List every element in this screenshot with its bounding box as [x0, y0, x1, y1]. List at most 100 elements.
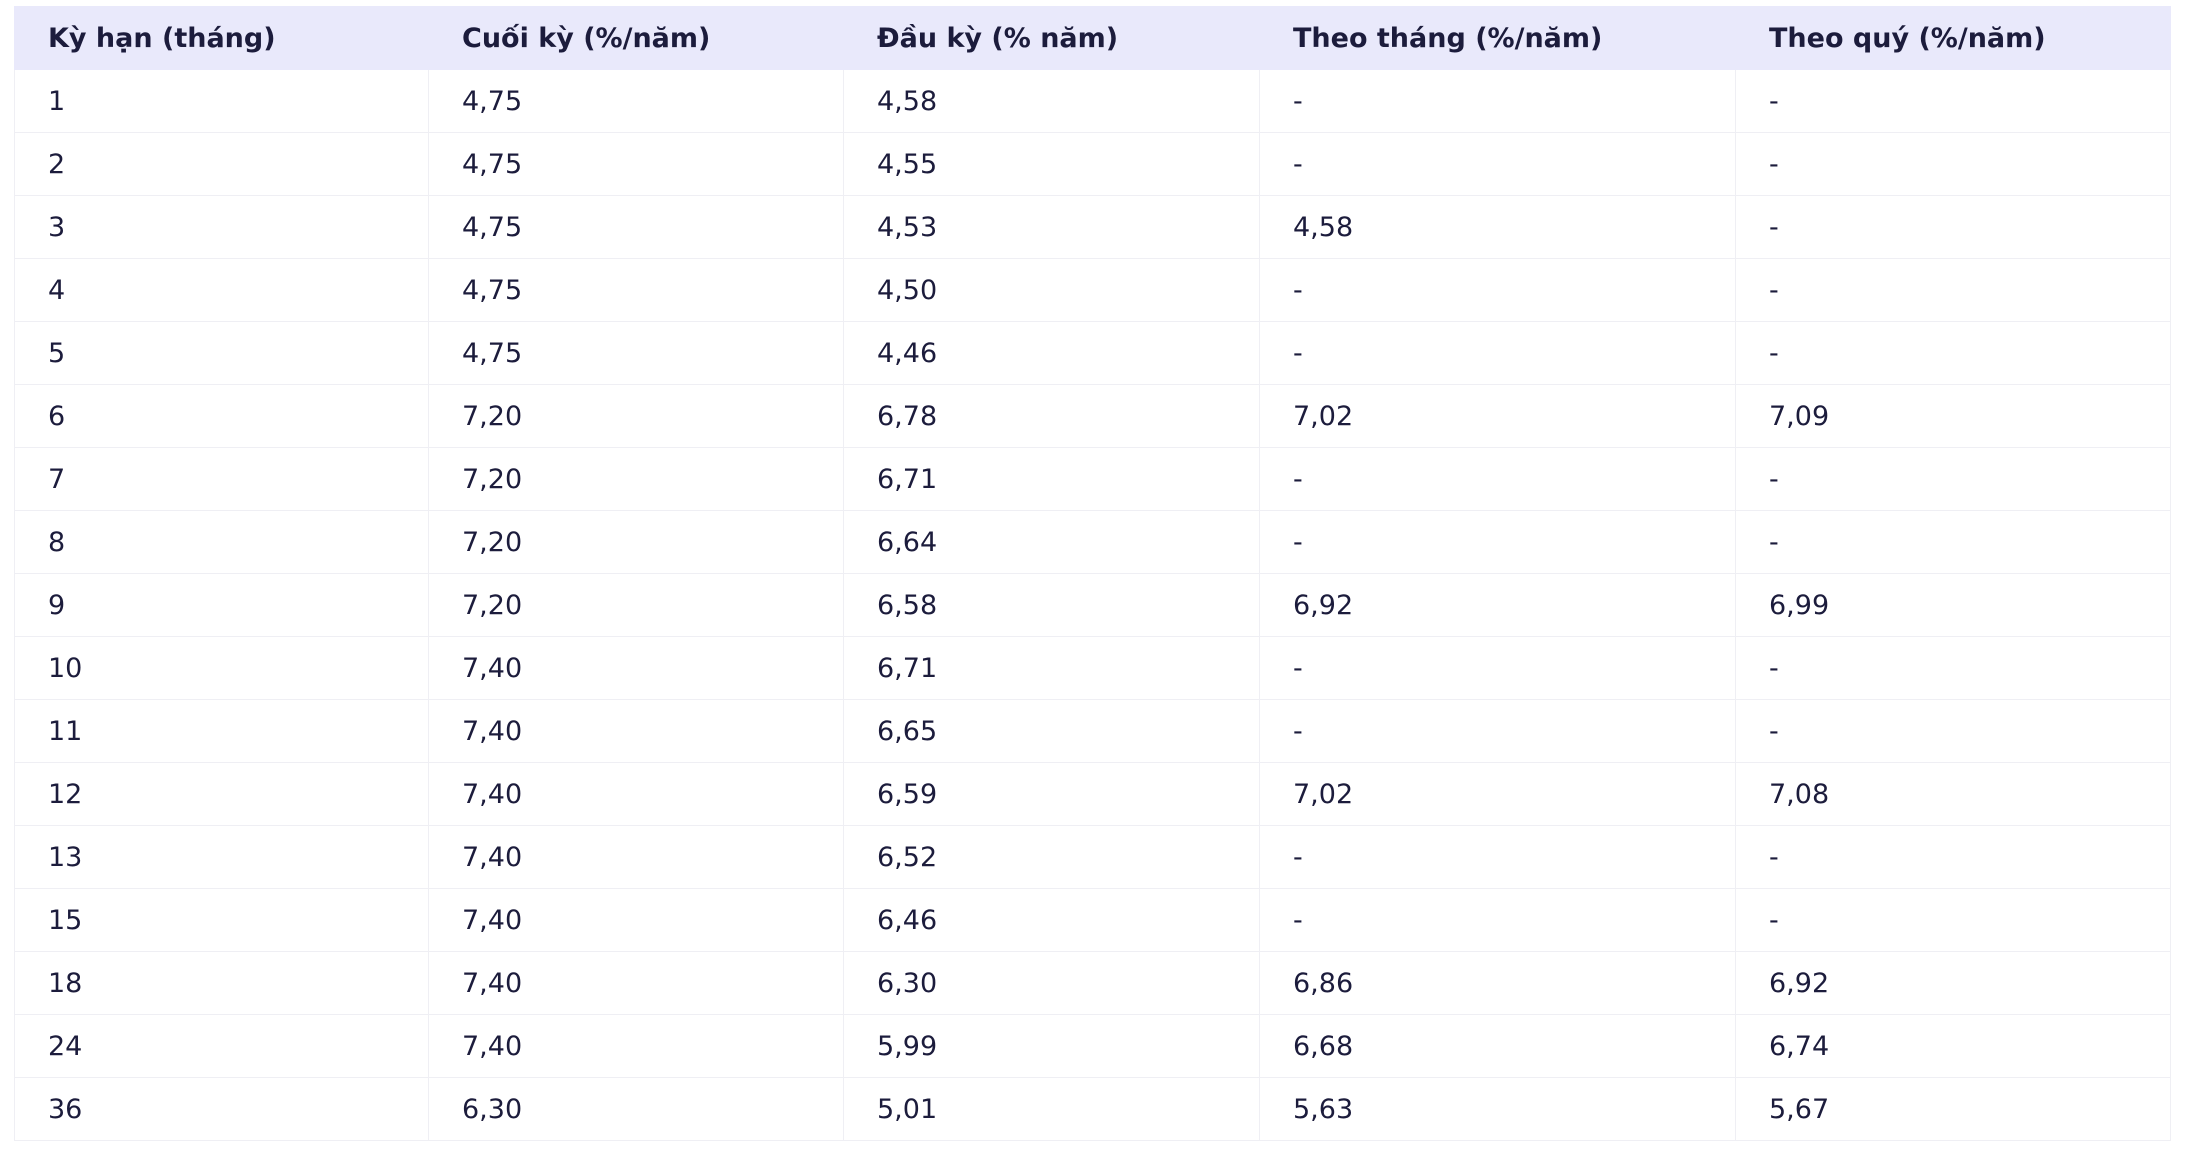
table-cell: 11 — [14, 699, 429, 763]
header-cell: Theo tháng (%/năm) — [1259, 6, 1736, 70]
table-row: 3 4,75 4,53 4,58- — [14, 195, 2171, 259]
table-cell: - — [1735, 447, 2171, 511]
table-row: 4 4,75 4,50- - — [14, 258, 2171, 322]
table-cell: - — [1259, 447, 1736, 511]
table-cell: 4,55 — [843, 132, 1260, 196]
table-cell: 6,30 — [843, 951, 1260, 1015]
table-cell: 6,59 — [843, 762, 1260, 826]
table-cell: 7,09 — [1735, 384, 2171, 448]
table-cell: 6,92 — [1259, 573, 1736, 637]
table-cell: 6 — [14, 384, 429, 448]
table-cell: - — [1735, 825, 2171, 889]
table-cell: 4 — [14, 258, 429, 322]
table-cell: 7,40 — [428, 951, 844, 1015]
table-row: 1 4,75 4,58- - — [14, 69, 2171, 133]
header-row: Kỳ hạn (tháng) Cuối kỳ (%/năm) Đầu kỳ (% n… — [14, 6, 2171, 70]
table-cell: 4,46 — [843, 321, 1260, 385]
table-row: 5 4,75 4,46- - — [14, 321, 2171, 385]
table-cell: 4,50 — [843, 258, 1260, 322]
table-cell: - — [1735, 195, 2171, 259]
table-cell: 4,53 — [843, 195, 1260, 259]
table-cell: 5,63 — [1259, 1077, 1736, 1141]
table-cell: 4,75 — [428, 69, 844, 133]
table-cell: 5,01 — [843, 1077, 1260, 1141]
table-cell: 24 — [14, 1014, 429, 1078]
table-cell: - — [1259, 636, 1736, 700]
table-row: 11 7,40 6,65- - — [14, 699, 2171, 763]
table-cell: 36 — [14, 1077, 429, 1141]
table-row: 18 7,40 6,30 6,86 6,92 — [14, 951, 2171, 1015]
table-cell: 6,58 — [843, 573, 1260, 637]
table-cell: 5,67 — [1735, 1077, 2171, 1141]
table-cell: 6,74 — [1735, 1014, 2171, 1078]
table-cell: 7,20 — [428, 510, 844, 574]
table-cell: - — [1259, 258, 1736, 322]
table-cell: 3 — [14, 195, 429, 259]
table-cell: 8 — [14, 510, 429, 574]
table-cell: 6,78 — [843, 384, 1260, 448]
table-cell: 5 — [14, 321, 429, 385]
table-cell: 6,99 — [1735, 573, 2171, 637]
table-cell: 18 — [14, 951, 429, 1015]
rate-table: Kỳ hạn (tháng) Cuối kỳ (%/năm) Đầu kỳ (% n… — [14, 6, 2171, 1141]
table-cell: - — [1735, 888, 2171, 952]
table-cell: 4,75 — [428, 132, 844, 196]
table-cell: 7,02 — [1259, 384, 1736, 448]
table-cell: 6,71 — [843, 447, 1260, 511]
table-cell: - — [1735, 699, 2171, 763]
table-cell: 10 — [14, 636, 429, 700]
table-cell: 7 — [14, 447, 429, 511]
table-row: 7 7,20 6,71- - — [14, 447, 2171, 511]
table-cell: 7,08 — [1735, 762, 2171, 826]
table-cell: 6,64 — [843, 510, 1260, 574]
table-row: 15 7,40 6,46- - — [14, 888, 2171, 952]
table-cell: 7,20 — [428, 573, 844, 637]
table-cell: 6,68 — [1259, 1014, 1736, 1078]
table-cell: 6,86 — [1259, 951, 1736, 1015]
table-cell: 6,65 — [843, 699, 1260, 763]
table-row: 12 7,40 6,59 7,02 7,08 — [14, 762, 2171, 826]
table-cell: - — [1735, 258, 2171, 322]
table-cell: 4,75 — [428, 258, 844, 322]
table-cell: - — [1735, 510, 2171, 574]
table-cell: 7,40 — [428, 762, 844, 826]
header-cell: Cuối kỳ (%/năm) — [428, 6, 844, 70]
table-cell: - — [1259, 825, 1736, 889]
table-row: 2 4,75 4,55- - — [14, 132, 2171, 196]
table-cell: - — [1735, 321, 2171, 385]
header-cell: Đầu kỳ (% năm) — [843, 6, 1260, 70]
table-cell: 5,99 — [843, 1014, 1260, 1078]
table-row: 10 7,40 6,71- - — [14, 636, 2171, 700]
table-cell: 1 — [14, 69, 429, 133]
table-cell: 6,46 — [843, 888, 1260, 952]
table-cell: 6,71 — [843, 636, 1260, 700]
table-cell: - — [1259, 132, 1736, 196]
table-row: 13 7,40 6,52- - — [14, 825, 2171, 889]
table-cell: 7,40 — [428, 636, 844, 700]
header-cell: Kỳ hạn (tháng) — [14, 6, 429, 70]
table-cell: - — [1735, 132, 2171, 196]
header-cell: Theo quý (%/năm) — [1735, 6, 2171, 70]
table-cell: 7,40 — [428, 699, 844, 763]
table-cell: 4,75 — [428, 321, 844, 385]
table-cell: 4,58 — [1259, 195, 1736, 259]
table-cell: 9 — [14, 573, 429, 637]
table-row: 9 7,20 6,58 6,92 6,99 — [14, 573, 2171, 637]
table-cell: - — [1259, 888, 1736, 952]
table-cell: - — [1259, 321, 1736, 385]
table-row: 6 7,20 6,78 7,02 7,09 — [14, 384, 2171, 448]
table-cell: 7,02 — [1259, 762, 1736, 826]
table-cell: 7,40 — [428, 1014, 844, 1078]
table-cell: 6,52 — [843, 825, 1260, 889]
table-cell: - — [1259, 510, 1736, 574]
table-cell: 13 — [14, 825, 429, 889]
table-cell: - — [1735, 69, 2171, 133]
table-cell: 12 — [14, 762, 429, 826]
table-cell: - — [1259, 699, 1736, 763]
table-row: 8 7,20 6,64- - — [14, 510, 2171, 574]
table-cell: 7,40 — [428, 825, 844, 889]
table-cell: - — [1735, 636, 2171, 700]
table-row: 36 6,30 5,01 5,63 5,67 — [14, 1077, 2171, 1141]
table-cell: 6,30 — [428, 1077, 844, 1141]
